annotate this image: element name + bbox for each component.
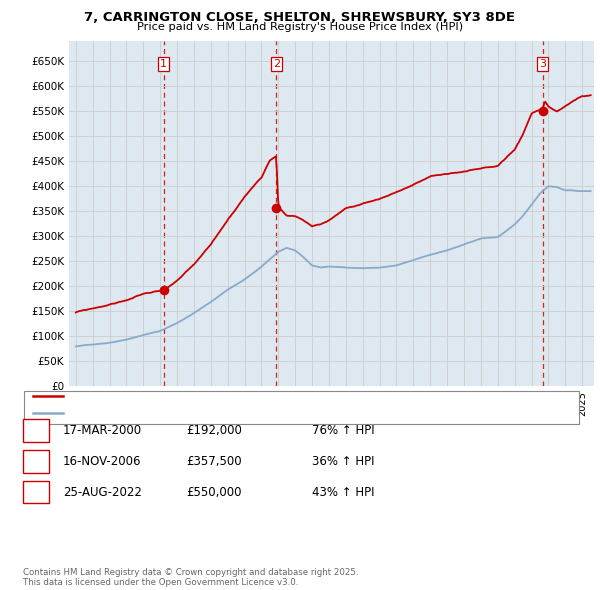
Text: 3: 3 — [539, 59, 546, 68]
Text: Price paid vs. HM Land Registry's House Price Index (HPI): Price paid vs. HM Land Registry's House … — [137, 22, 463, 32]
Text: 43% ↑ HPI: 43% ↑ HPI — [312, 486, 374, 499]
Text: 2: 2 — [32, 455, 40, 468]
Text: 3: 3 — [32, 486, 40, 499]
Text: £192,000: £192,000 — [186, 424, 242, 437]
Text: Contains HM Land Registry data © Crown copyright and database right 2025.
This d: Contains HM Land Registry data © Crown c… — [23, 568, 358, 587]
Text: HPI: Average price, detached house, Shropshire: HPI: Average price, detached house, Shro… — [69, 408, 307, 418]
Text: 76% ↑ HPI: 76% ↑ HPI — [312, 424, 374, 437]
Text: £357,500: £357,500 — [186, 455, 242, 468]
Text: 36% ↑ HPI: 36% ↑ HPI — [312, 455, 374, 468]
Text: £550,000: £550,000 — [186, 486, 241, 499]
Text: 7, CARRINGTON CLOSE, SHELTON, SHREWSBURY, SY3 8DE (detached house): 7, CARRINGTON CLOSE, SHELTON, SHREWSBURY… — [69, 392, 450, 401]
Text: 2: 2 — [273, 59, 280, 68]
Text: 16-NOV-2006: 16-NOV-2006 — [63, 455, 142, 468]
Text: 17-MAR-2000: 17-MAR-2000 — [63, 424, 142, 437]
Text: 1: 1 — [32, 424, 40, 437]
Text: 7, CARRINGTON CLOSE, SHELTON, SHREWSBURY, SY3 8DE: 7, CARRINGTON CLOSE, SHELTON, SHREWSBURY… — [85, 11, 515, 24]
Text: 1: 1 — [160, 59, 167, 68]
Text: 25-AUG-2022: 25-AUG-2022 — [63, 486, 142, 499]
